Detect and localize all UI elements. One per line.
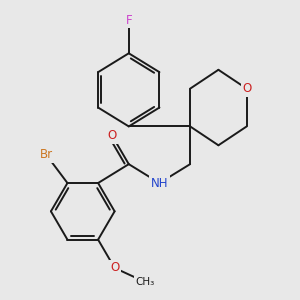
Text: F: F — [125, 14, 132, 27]
Text: NH: NH — [151, 176, 168, 190]
Text: O: O — [108, 129, 117, 142]
Text: O: O — [242, 82, 251, 95]
Text: CH₃: CH₃ — [136, 277, 155, 287]
Text: O: O — [110, 261, 119, 274]
Text: Br: Br — [40, 148, 53, 161]
